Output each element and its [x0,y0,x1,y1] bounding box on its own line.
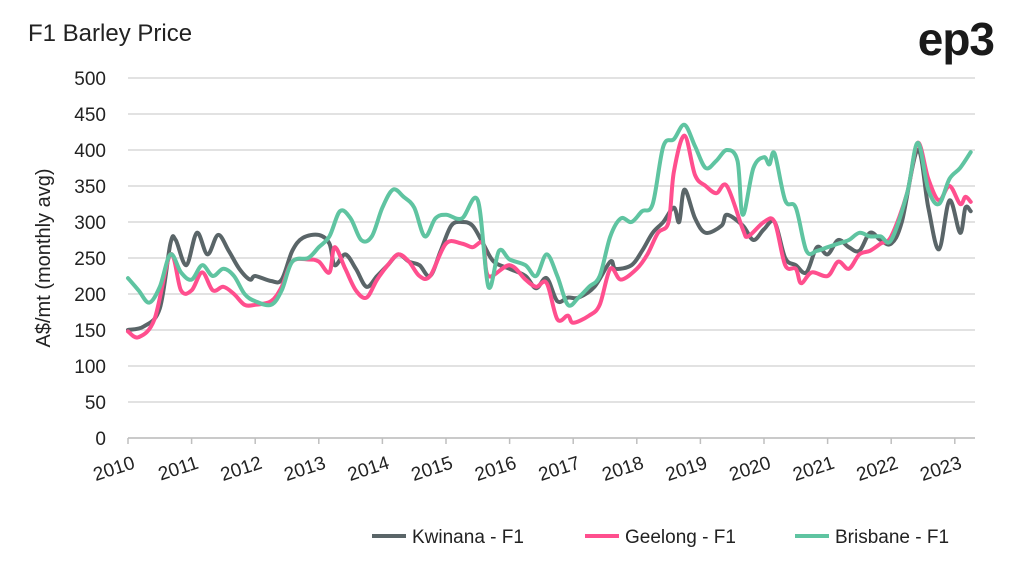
x-tick-label: 2016 [472,453,519,486]
y-tick-label: 50 [85,393,106,414]
y-tick-label: 150 [74,321,106,342]
ep3-logo: ep3 [917,13,995,65]
legend-label: Brisbane - F1 [835,527,949,548]
x-tick-label: 2022 [854,453,901,486]
x-tick-label: 2023 [918,453,965,486]
legend-label: Kwinana - F1 [412,527,524,548]
y-tick-label: 250 [74,249,106,270]
x-tick-label: 2018 [600,453,647,486]
y-tick-label: 300 [74,213,106,234]
y-tick-label: 450 [74,105,106,126]
x-tick-label: 2020 [727,453,774,486]
y-tick-label: 200 [74,285,106,306]
y-axis-label: A$/mt (monthly avg) [33,169,55,348]
y-tick-label: 100 [74,357,106,378]
y-tick-label: 0 [95,429,106,450]
series-line-kwinana [126,147,973,332]
x-tick-label: 2021 [790,453,837,486]
y-tick-label: 350 [74,177,106,198]
y-tick-label: 400 [74,141,106,162]
x-tick-label: 2010 [91,453,138,486]
x-tick-label: 2017 [536,453,583,486]
x-tick-label: 2011 [156,453,201,486]
series-line-geelong [126,133,973,340]
x-tick-label: 2019 [663,453,710,486]
y-tick-label: 500 [74,69,106,90]
legend-label: Geelong - F1 [625,527,736,548]
x-tick-label: 2013 [282,453,329,486]
x-tick-label: 2014 [345,453,392,486]
series-line-brisbane [126,122,973,308]
x-tick-label: 2012 [218,453,265,486]
x-tick-label: 2015 [409,453,456,486]
chart-title: F1 Barley Price [28,20,193,47]
